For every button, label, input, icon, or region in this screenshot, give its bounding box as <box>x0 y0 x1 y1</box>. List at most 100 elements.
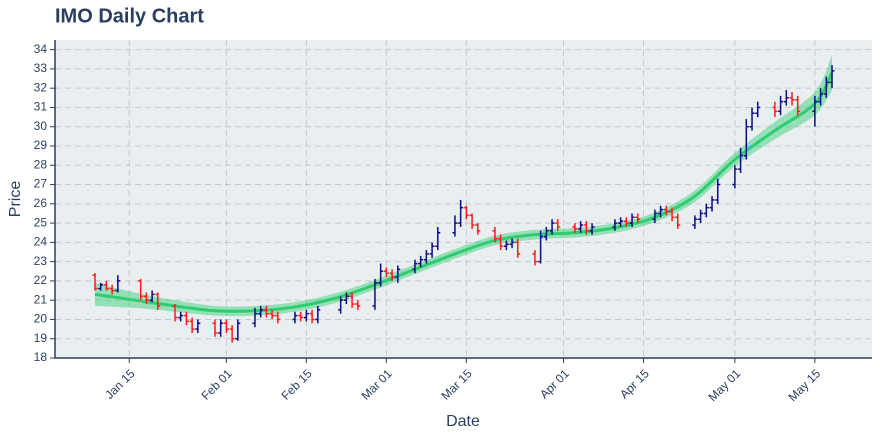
ohlc-bar <box>149 290 155 303</box>
ohlc-bar <box>263 305 269 318</box>
ohlc-bar <box>549 219 555 235</box>
ohlc-bar <box>675 213 681 229</box>
ohlc-bar <box>709 196 715 212</box>
chart-title: IMO Daily Chart <box>55 5 204 27</box>
ohlc-bar <box>269 309 275 320</box>
ohlc-bar <box>795 95 801 116</box>
ohlc-bar <box>732 165 738 189</box>
ohlc-bar <box>338 296 344 314</box>
ohlc-bar <box>589 223 595 235</box>
ohlc-bar <box>475 223 481 235</box>
ohlc-bar <box>183 311 189 326</box>
ohlc-bar <box>383 267 389 278</box>
ohlc-bar <box>258 305 264 318</box>
x-tick-label: May 15 <box>786 366 824 404</box>
y-tick-label: 31 <box>34 100 48 114</box>
ohlc-bar <box>349 292 355 308</box>
ohlc-bar <box>812 95 818 127</box>
ohlc-bar <box>703 203 709 218</box>
ohlc-bar <box>235 319 241 341</box>
y-tick-label: 26 <box>34 196 48 210</box>
x-tick-label: Apr 01 <box>537 366 572 401</box>
ohlc-bar <box>623 217 629 227</box>
ohlc-bar <box>555 219 561 231</box>
ohlc-bar <box>389 269 395 281</box>
ohlc-bar <box>223 319 229 333</box>
ohlc-bar <box>309 309 315 324</box>
ohlc-bar <box>509 238 515 249</box>
ohlc-bar <box>583 221 589 235</box>
y-tick-label: 19 <box>34 331 48 345</box>
ohlc-bar <box>189 317 195 333</box>
ohlc-bar <box>692 215 698 229</box>
ohlc-bar <box>138 278 144 301</box>
y-tick-label: 25 <box>34 215 48 229</box>
ohlc-bar <box>172 304 178 322</box>
ohlc-bar <box>378 263 384 287</box>
ohlc-bar <box>412 259 418 274</box>
x-axis-label: Date <box>446 413 480 430</box>
ohlc-bar <box>503 240 509 251</box>
ohlc-bar <box>635 213 641 224</box>
y-tick-label: 22 <box>34 273 48 287</box>
ohlc-bar <box>423 250 429 264</box>
ohlc-bar <box>109 284 115 295</box>
ohlc-bar <box>783 90 789 106</box>
ohlc-bar <box>303 309 309 322</box>
ohlc-bar <box>578 221 584 233</box>
ohlc-bar <box>738 147 744 173</box>
ohlc-bar <box>572 223 578 233</box>
y-axis-label: Price <box>7 181 24 218</box>
ohlc-bar <box>435 226 441 251</box>
y-tick-label: 24 <box>34 235 48 249</box>
ohlc-bar <box>429 242 435 258</box>
ohlc-bar <box>698 209 704 224</box>
ohlc-bar <box>178 311 184 322</box>
ohlc-bar <box>195 319 201 333</box>
ohlc-bar <box>669 207 675 222</box>
ohlc-bar <box>652 209 658 224</box>
ohlc-bar <box>618 217 624 227</box>
ohlc-bar <box>749 107 755 131</box>
ohlc-bar <box>372 278 378 310</box>
ohlc-bar <box>143 292 149 305</box>
ohlc-bar <box>823 76 829 98</box>
y-tick-label: 32 <box>34 80 48 94</box>
x-tick-label: Apr 15 <box>617 366 652 401</box>
ohlc-bar <box>463 205 469 220</box>
ohlc-bar <box>452 215 458 237</box>
ohlc-bar <box>498 234 504 251</box>
y-tick-label: 23 <box>34 254 48 268</box>
ohlc-bar <box>252 307 258 328</box>
ohlc-bar <box>92 273 98 291</box>
ohlc-bar <box>469 213 475 229</box>
plot-background <box>55 40 872 358</box>
ohlc-bar <box>395 265 401 283</box>
y-tick-label: 29 <box>34 138 48 152</box>
ohlc-bar <box>743 119 749 160</box>
ohlc-bar <box>755 101 761 118</box>
ohlc-bar <box>492 226 498 243</box>
ohlc-bar <box>343 292 349 305</box>
x-tick-label: Jan 15 <box>102 366 138 402</box>
ohlc-bar <box>515 238 521 258</box>
y-tick-label: 33 <box>34 61 48 75</box>
y-tick-label: 27 <box>34 177 48 191</box>
ohlc-bar <box>218 319 224 337</box>
ohlc-bar <box>538 230 544 264</box>
ohlc-bar <box>103 280 109 291</box>
y-tick-label: 30 <box>34 119 48 133</box>
ohlc-bar <box>229 325 235 343</box>
ohlc-bar <box>629 213 635 227</box>
y-tick-label: 18 <box>34 350 48 364</box>
trend-line <box>94 72 834 313</box>
ohlc-bar <box>658 205 664 218</box>
ohlc-bar <box>315 305 321 324</box>
y-tick-label: 34 <box>34 42 48 56</box>
x-tick-label: Mar 01 <box>358 366 395 403</box>
ohlc-bar <box>418 255 424 268</box>
x-tick-label: Feb 15 <box>278 366 315 403</box>
ohlc-bar <box>98 282 104 291</box>
